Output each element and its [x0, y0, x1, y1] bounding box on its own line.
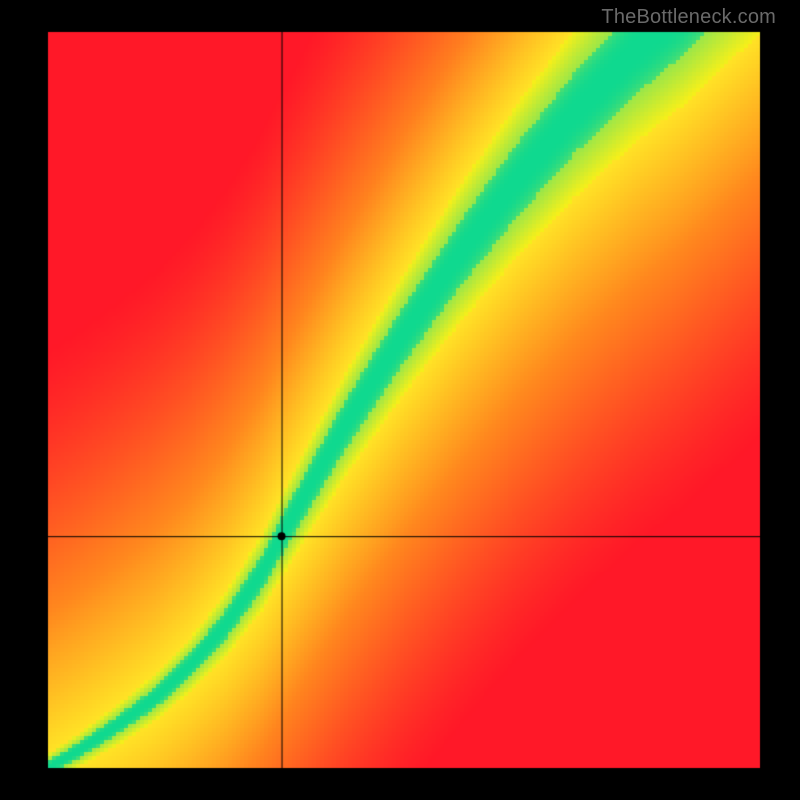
- watermark-text: TheBottleneck.com: [601, 6, 776, 29]
- bottleneck-heatmap: [0, 0, 800, 800]
